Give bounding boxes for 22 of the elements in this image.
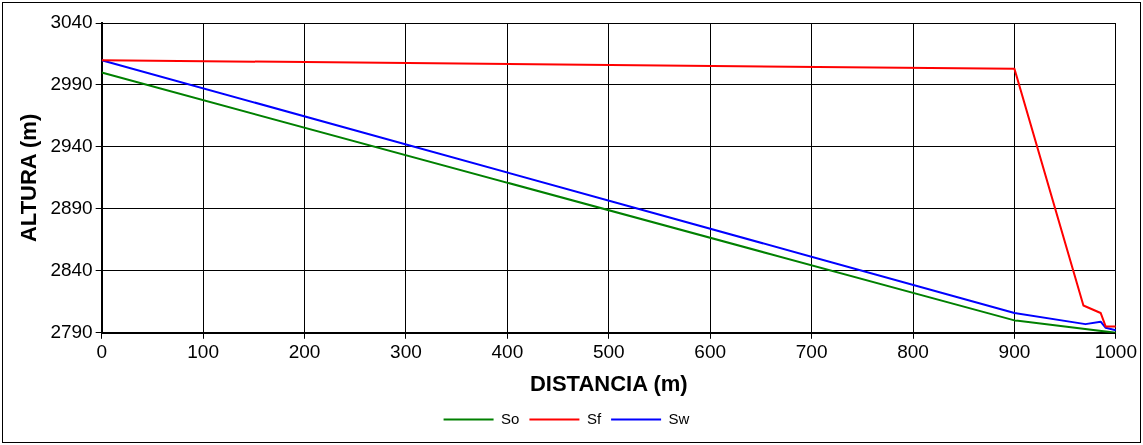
x-tick-label: 300 [390,341,422,363]
y-tick-label: 2790 [50,321,93,343]
x-tick-label: 0 [96,341,107,363]
x-axis-title: DISTANCIA (m) [529,370,688,396]
x-tick-label: 500 [592,341,625,363]
x-tick-label: 200 [288,341,321,363]
y-tick-label: 2990 [50,73,93,95]
x-tick-label: 800 [897,341,929,363]
legend-label: Sw [668,409,690,427]
y-axis-title: ALTURA (m) [16,113,42,243]
legend-label: Sf [586,409,602,427]
y-tick-label: 2890 [50,197,93,219]
x-tick-label: 400 [491,341,524,363]
y-tick-label: 2940 [50,135,93,157]
x-tick-label: 600 [694,341,727,363]
x-tick-label: 100 [187,341,219,363]
x-tick-label: 900 [998,341,1031,363]
y-tick-label: 3040 [50,11,93,33]
legend-label: So [501,409,520,427]
y-tick-label: 2840 [50,259,93,281]
x-tick-label: 1000 [1094,341,1138,363]
x-tick-label: 700 [795,341,828,363]
